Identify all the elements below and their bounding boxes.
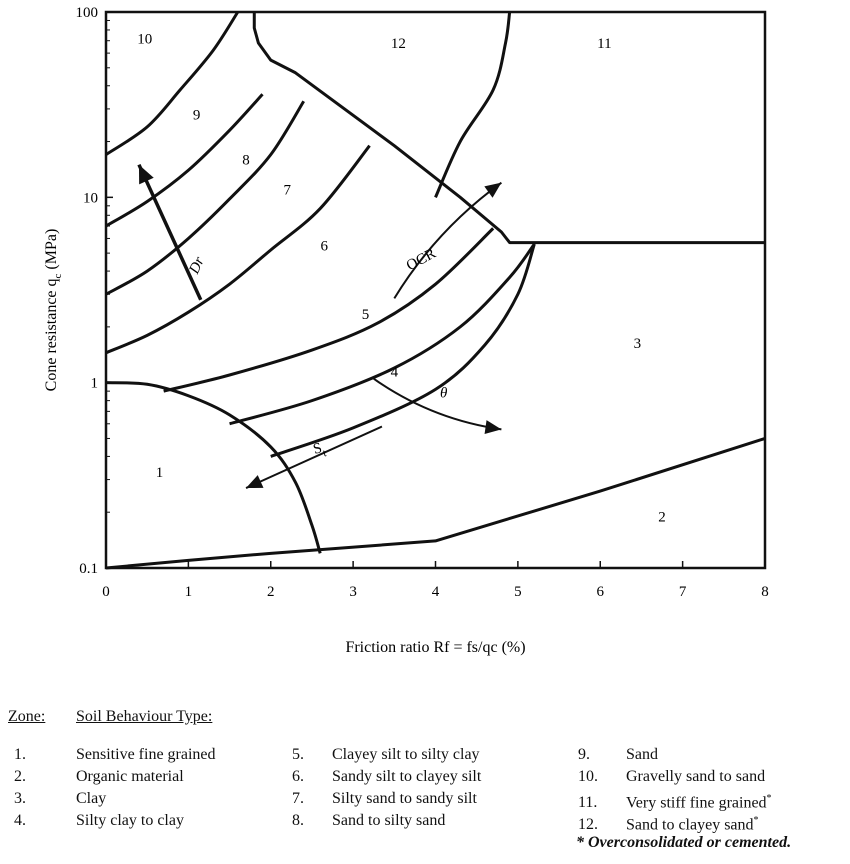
legend-item: 9. Sand [578,744,772,766]
trend-arrow-st [245,425,383,489]
trend-arrowhead-ocr [484,182,502,198]
soil-type-legend: Zone: Soil Behaviour Type: 1. Sensitive f… [0,700,850,864]
zone-label-4: 4 [391,364,399,380]
trend-arrowhead-dr [138,164,154,185]
x-tick-label: 3 [349,584,357,600]
zone-label-3: 3 [634,336,642,352]
legend-item: 10. Gravelly sand to sand [578,766,772,788]
zone-label-12: 12 [391,36,406,52]
legend-item-text: Clayey silt to silty clay [332,746,480,763]
y-tick-label: 0.1 [79,561,98,577]
legend-item: 11. Very stiff fine grained* [578,788,772,812]
legend-item-number: 9. [578,746,590,763]
zone-label-1: 1 [156,465,164,481]
legend-item-number: 2. [14,768,26,785]
y-tick-label: 100 [76,5,99,21]
legend-item-text: Sensitive fine grained [76,746,216,763]
legend-item-text: Clay [76,790,107,807]
legend-item-number: 7. [292,790,304,807]
legend-item-text: Sand to silty sand [332,812,446,829]
legend-item-number: 10. [578,768,598,785]
zone-boundary-line [105,100,305,296]
legend-item: 6. Sandy silt to clayey silt [292,766,481,788]
annotation-label: St [312,439,328,461]
legend-item-text: Silty clay to clay [76,812,184,829]
y-tick-label: 1 [91,376,99,392]
zone-label-10: 10 [137,31,152,47]
legend-item: 7. Silty sand to sandy silt [292,788,481,810]
x-tick-label: 8 [761,584,769,600]
plot-frame [104,10,767,570]
zone-label-2: 2 [658,509,666,525]
legend-item-number: 12. [578,816,598,834]
legend-item-text: Very stiff fine grained [626,794,767,812]
x-tick-label: 2 [267,584,275,600]
legend-item-text: Silty sand to sandy silt [332,790,477,807]
annotation-label: OCR [404,246,439,275]
x-tick-label: 4 [432,584,440,600]
zone-boundary-line [270,243,536,458]
zone-boundary-line [163,227,495,393]
legend-item: 12. Sand to clayey sand* [578,810,772,834]
legend-item-text: Sandy silt to clayey silt [332,768,482,785]
zone-boundary-line [105,144,371,355]
legend-item-text: Sand to clayey sand [626,816,754,834]
zone-boundary-line [105,381,322,554]
x-tick-label: 1 [185,584,193,600]
legend-item-number: 5. [292,746,304,763]
annotation-label: Dr [186,254,208,277]
legend-item-number: 1. [14,746,26,763]
zone-label-11: 11 [597,36,611,52]
legend-column-1: 1. Sensitive fine grained 2. Organic materi… [14,744,216,832]
zone-label-6: 6 [321,238,329,254]
y-tick-label: 10 [83,190,98,206]
legend-item-text: Gravelly sand to sand [626,768,766,785]
legend-item-text: Organic material [76,768,184,785]
legend-item: 8. Sand to silty sand [292,810,481,832]
y-axis-title: Cone resistance qc (MPa) [43,229,64,392]
trend-arrowhead-st [246,475,264,489]
x-tick-label: 5 [514,584,522,600]
zone-boundary-line [434,11,512,198]
legend-item-number: 6. [292,768,304,785]
zone-boundary-line [105,93,264,228]
legend-item-number: 8. [292,812,304,829]
zone-boundaries [105,11,766,570]
legend-column-2: 5. Clayey silt to silty clay 6. Sandy silt … [292,744,481,832]
legend-item: 3. Clay [14,788,216,810]
legend-footnote: * Overconsolidated or cemented. [576,834,792,851]
annotation-label: θ [440,386,448,402]
legend-item-text: Sand [626,746,658,763]
legend-item-number: 3. [14,790,26,807]
legend-column-3: 9. Sand 10. Gravelly sand to sand 11. Very st… [578,744,772,834]
legend-item: 5. Clayey silt to silty clay [292,744,481,766]
legend-item-mark: * [753,815,759,826]
x-tick-label: 6 [597,584,605,600]
zone-boundary-line [105,437,766,570]
trend-arrow-ocr [393,181,502,299]
legend-item: 1. Sensitive fine grained [14,744,216,766]
x-axis-title: Friction ratio Rf = fs/qc (%) [345,639,525,656]
zone-label-9: 9 [193,107,201,123]
legend-item-mark: * [766,793,772,804]
x-tick-label: 0 [102,584,110,600]
trend-arrowhead-theta [484,420,502,435]
legend-item-number: 4. [14,812,26,829]
legend-type-header: Soil Behaviour Type: [76,708,213,725]
legend-item: 4. Silty clay to clay [14,810,216,832]
trend-arrows [137,163,502,489]
zone-label-8: 8 [242,153,250,169]
zone-boundary-line [105,11,240,156]
zone-label-5: 5 [362,307,370,323]
zone-boundary-line [229,243,536,426]
zone-boundary-line [252,12,765,245]
legend-item: 2. Organic material [14,766,216,788]
zone-label-7: 7 [283,183,291,199]
x-tick-label: 7 [679,584,687,600]
legend-item-number: 11. [578,794,598,812]
legend-zone-header: Zone: [8,708,46,725]
